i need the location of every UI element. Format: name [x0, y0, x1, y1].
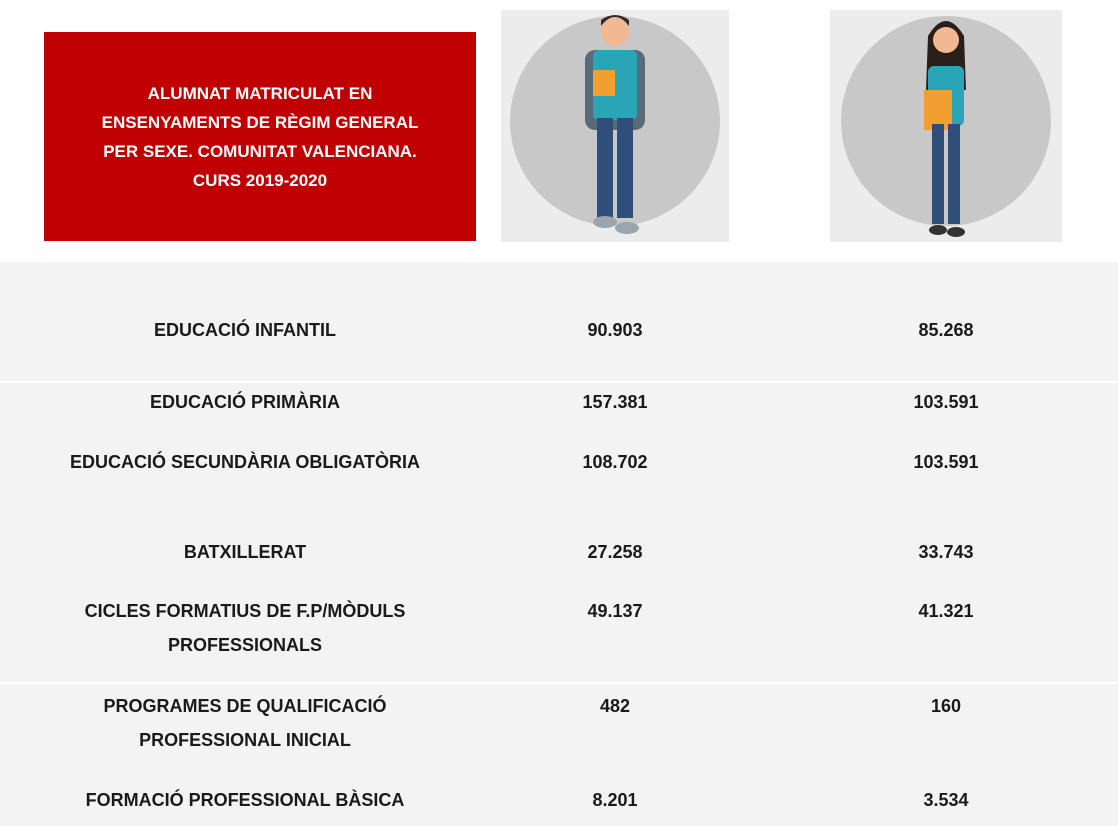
row-label: PROGRAMES DE QUALIFICACIÓ PROFESSIONAL I…	[20, 689, 470, 757]
row-label: EDUCACIÓ INFANTIL	[20, 313, 470, 347]
title-box: ALUMNAT MATRICULAT EN ENSENYAMENTS DE RÈ…	[44, 32, 476, 241]
boys-count: 49.137	[480, 594, 750, 628]
boys-count: 157.381	[480, 385, 750, 419]
girl-illustration	[830, 10, 1062, 242]
row-label: EDUCACIÓ PRIMÀRIA	[20, 385, 470, 419]
boy-illustration	[501, 10, 729, 242]
row-label: EDUCACIÓ SECUNDÀRIA OBLIGATÒRIA	[20, 445, 470, 479]
row-separator	[0, 381, 1118, 383]
girls-count: 3.534	[810, 783, 1082, 817]
girls-count: 33.743	[810, 535, 1082, 569]
boys-count: 108.702	[480, 445, 750, 479]
row-label: CICLES FORMATIUS DE F.P/MÒDULS PROFESSIO…	[20, 594, 470, 662]
boys-count: 90.903	[480, 313, 750, 347]
girls-count: 103.591	[810, 445, 1082, 479]
boys-count: 8.201	[480, 783, 750, 817]
girls-count: 41.321	[810, 594, 1082, 628]
girls-count: 103.591	[810, 385, 1082, 419]
page: ALUMNAT MATRICULAT EN ENSENYAMENTS DE RÈ…	[0, 0, 1118, 826]
row-label: BATXILLERAT	[20, 535, 470, 569]
boys-count: 482	[480, 689, 750, 723]
girls-count: 160	[810, 689, 1082, 723]
row-label: FORMACIÓ PROFESSIONAL BÀSICA	[20, 783, 470, 817]
row-separator	[0, 682, 1118, 684]
title: ALUMNAT MATRICULAT EN ENSENYAMENTS DE RÈ…	[90, 79, 430, 195]
boys-count: 27.258	[480, 535, 750, 569]
girls-count: 85.268	[810, 313, 1082, 347]
